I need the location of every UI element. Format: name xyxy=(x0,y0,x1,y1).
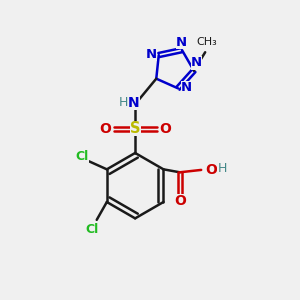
Text: N: N xyxy=(191,56,202,69)
Text: N: N xyxy=(181,81,192,94)
Text: CH₃: CH₃ xyxy=(196,37,217,47)
Text: O: O xyxy=(205,163,217,177)
Text: Cl: Cl xyxy=(85,223,99,236)
Text: O: O xyxy=(100,122,111,136)
Text: O: O xyxy=(159,122,171,136)
Text: N: N xyxy=(176,36,187,49)
Text: H: H xyxy=(218,162,227,175)
Text: H: H xyxy=(119,96,128,109)
Text: N: N xyxy=(128,96,140,110)
Text: Cl: Cl xyxy=(75,150,88,163)
Text: N: N xyxy=(146,48,157,61)
Text: S: S xyxy=(130,121,140,136)
Text: O: O xyxy=(174,194,186,208)
